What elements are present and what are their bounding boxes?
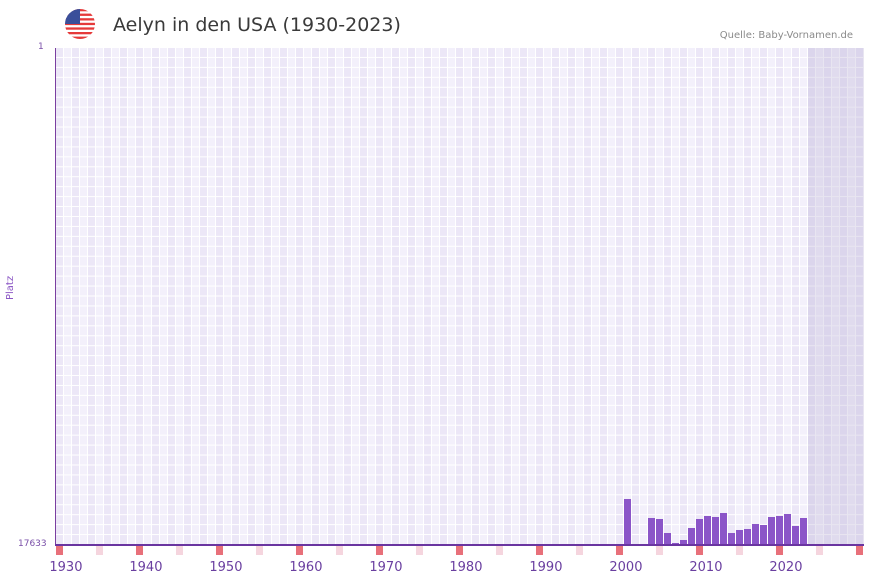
x-tick-label: 1970 <box>369 560 403 575</box>
half-decade-marker <box>656 546 663 555</box>
x-tick-label: 2010 <box>689 560 723 575</box>
y-axis-line <box>55 48 56 546</box>
bar-2019[interactable] <box>768 517 775 545</box>
half-decade-marker <box>96 546 103 555</box>
plot-area <box>56 48 864 545</box>
bar-2008[interactable] <box>680 540 687 545</box>
x-tick-label: 1980 <box>449 560 483 575</box>
bar-2016[interactable] <box>744 529 751 545</box>
decade-marker <box>776 546 783 555</box>
bar-2005[interactable] <box>656 519 663 545</box>
bar-2012[interactable] <box>712 517 719 545</box>
us-flag-icon <box>65 9 95 39</box>
bar-2010[interactable] <box>696 519 703 545</box>
decade-marker <box>696 546 703 555</box>
bar-2022[interactable] <box>792 526 799 545</box>
bar-2013[interactable] <box>720 513 727 545</box>
decade-marker <box>536 546 543 555</box>
decade-marker <box>376 546 383 555</box>
x-tick-label: 1930 <box>49 560 83 575</box>
y-tick-bottom: 17633 <box>18 539 47 549</box>
decade-marker <box>856 546 863 555</box>
bar-2014[interactable] <box>728 533 735 545</box>
bar-2020[interactable] <box>776 516 783 545</box>
decade-marker <box>456 546 463 555</box>
bar-2004[interactable] <box>648 518 655 545</box>
half-decade-marker <box>496 546 503 555</box>
x-tick-label: 2000 <box>609 560 643 575</box>
decade-marker <box>136 546 143 555</box>
decade-marker <box>56 546 63 555</box>
decade-marker <box>216 546 223 555</box>
decade-marker <box>296 546 303 555</box>
source-credit: Quelle: Baby-Vornamen.de <box>719 30 853 41</box>
decade-marker <box>616 546 623 555</box>
half-decade-marker <box>256 546 263 555</box>
bar-2009[interactable] <box>688 528 695 545</box>
grid <box>56 48 863 544</box>
decade-markers <box>56 546 864 555</box>
x-axis-line <box>55 544 864 546</box>
half-decade-marker <box>176 546 183 555</box>
chart-title: Aelyn in den USA (1930-2023) <box>113 14 401 36</box>
bar-2018[interactable] <box>760 525 767 545</box>
x-tick-label: 2020 <box>769 560 803 575</box>
half-decade-marker <box>816 546 823 555</box>
half-decade-marker <box>576 546 583 555</box>
bar-2015[interactable] <box>736 530 743 545</box>
half-decade-marker <box>736 546 743 555</box>
half-decade-marker <box>336 546 343 555</box>
y-axis-title: Platz <box>5 275 16 300</box>
bar-2006[interactable] <box>664 533 671 545</box>
bar-2023[interactable] <box>800 518 807 545</box>
x-tick-label: 1940 <box>129 560 163 575</box>
bar-2001[interactable] <box>624 499 631 545</box>
x-tick-label: 1990 <box>529 560 563 575</box>
bar-2017[interactable] <box>752 524 759 545</box>
future-shaded-region <box>808 48 864 545</box>
half-decade-marker <box>416 546 423 555</box>
x-tick-label: 1960 <box>289 560 323 575</box>
x-tick-label: 1950 <box>209 560 243 575</box>
x-axis-labels: 1930 1940 1950 1960 1970 1980 1990 2000 2010 2020 <box>49 560 864 580</box>
y-tick-top: 1 <box>38 42 44 52</box>
bar-2021[interactable] <box>784 514 791 545</box>
bar-2011[interactable] <box>704 516 711 545</box>
